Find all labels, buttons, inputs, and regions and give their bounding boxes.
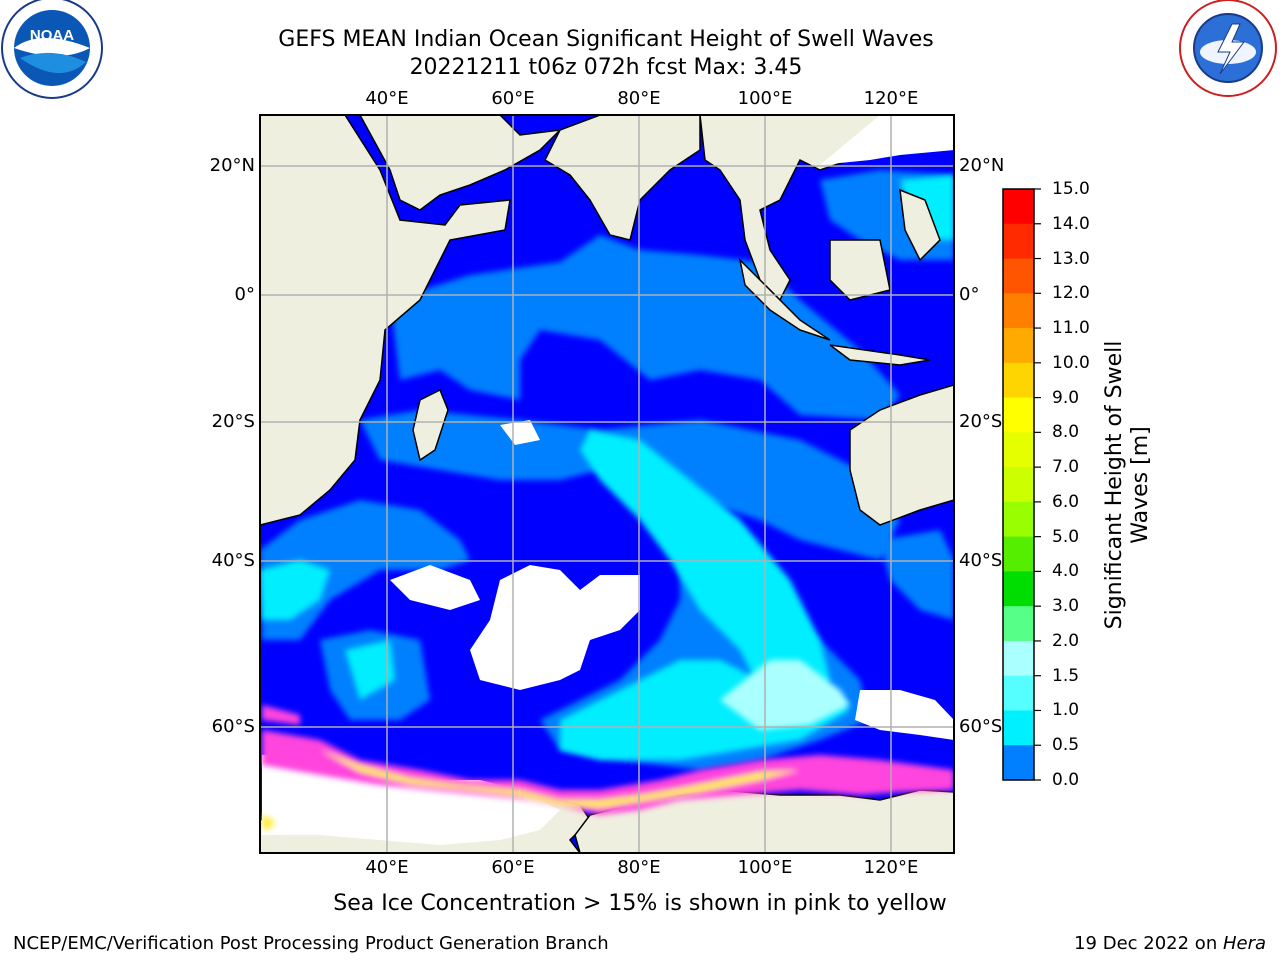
lon-label-bottom: 60°E <box>491 857 535 878</box>
lon-label-bottom: 40°E <box>365 857 409 878</box>
colorbar-swatch <box>1003 710 1034 746</box>
india-land <box>544 115 701 241</box>
colorbar-tick-label: 6.0 <box>1052 491 1080 512</box>
lat-label-right: 60°S <box>959 716 1003 737</box>
colorbar-tick-label: 1.5 <box>1052 665 1080 686</box>
lon-label-bottom: 80°E <box>617 857 661 878</box>
graticule <box>260 115 954 853</box>
lon-label-top: 120°E <box>863 88 919 109</box>
madagascar-land <box>412 388 449 462</box>
colorbar-tick-label: 12.0 <box>1052 283 1090 304</box>
lat-label-right: 20°S <box>959 411 1003 432</box>
swell-2p0-3p0-zone <box>720 660 850 730</box>
java-land <box>829 344 931 366</box>
colorbar-swatch <box>1003 640 1034 677</box>
sea-ice-caption: Sea Ice Concentration > 15% is shown in … <box>333 891 947 916</box>
map-frame <box>259 114 955 854</box>
colorbar-swatch <box>1003 606 1034 642</box>
colorbar-tick-label: 7.0 <box>1052 457 1080 478</box>
colorbar-swatch <box>1003 258 1034 294</box>
colorbar-swatch <box>1003 745 1034 781</box>
lon-label-bottom: 120°E <box>863 857 919 878</box>
colorbar-swatch <box>1003 362 1034 399</box>
colorbar-swatch <box>1003 675 1034 711</box>
colorbar-tick-label: 0.5 <box>1052 735 1080 756</box>
footer-date: 19 Dec 2022 on Hera <box>1074 933 1266 954</box>
philippines-land <box>899 188 941 262</box>
swell-1p0-2p0-zone <box>260 175 954 760</box>
colorbar <box>1003 188 1041 781</box>
lon-label-top: 40°E <box>365 88 409 109</box>
colorbar-swatch <box>1003 432 1034 468</box>
colorbar-title-line2: Waves [m] <box>1128 426 1153 544</box>
lon-label-top: 60°E <box>491 88 535 109</box>
map-subtitle: 20221211 t06z 072h fcst Max: 3.45 <box>409 55 803 80</box>
map-title: GEFS MEAN Indian Ocean Significant Heigh… <box>278 27 934 52</box>
nws-logo <box>1179 0 1277 97</box>
colorbar-tick-label: 5.0 <box>1052 526 1080 547</box>
lat-label-left: 40°S <box>211 550 255 571</box>
colorbar-tick-label: 11.0 <box>1052 318 1090 339</box>
colorbar-swatch <box>1003 397 1034 433</box>
footer-host: Hera <box>1222 933 1266 954</box>
colorbar-tick-label: 10.0 <box>1052 352 1090 373</box>
arabia-land <box>359 115 563 211</box>
colorbar-tick-label: 3.0 <box>1052 596 1080 617</box>
noaa-logo: NOAA <box>1 0 103 99</box>
colorbar-swatch <box>1003 189 1034 225</box>
colorbar-swatch <box>1003 536 1034 572</box>
colorbar-swatch <box>1003 571 1034 607</box>
colorbar-tick-label: 4.0 <box>1052 561 1080 582</box>
colorbar-tick-label: 2.0 <box>1052 630 1080 651</box>
colorbar-tick-label: 0.0 <box>1052 770 1080 790</box>
colorbar-swatch <box>1003 328 1034 364</box>
lat-label-left: 20°N <box>209 155 255 176</box>
map-area <box>260 115 954 853</box>
colorbar-tick-label: 8.0 <box>1052 422 1080 443</box>
colorbar-swatch <box>1003 467 1034 503</box>
colorbar-tick-label: 14.0 <box>1052 213 1090 234</box>
colorbar-title: Significant Height of Swell Waves [m] <box>1102 341 1154 630</box>
footer-credit: NCEP/EMC/Verification Post Processing Pr… <box>13 933 609 954</box>
colorbar-swatch <box>1003 293 1034 329</box>
colorbar-tick-label: 13.0 <box>1052 248 1090 269</box>
lon-label-top: 80°E <box>617 88 661 109</box>
noaa-logo-text: NOAA <box>30 27 74 44</box>
colorbar-tick-label: 15.0 <box>1052 179 1090 199</box>
colorbar-tick-label: 9.0 <box>1052 387 1080 408</box>
footer-date-text: 19 Dec 2022 on <box>1074 933 1223 954</box>
colorbar-swatch <box>1003 223 1034 260</box>
colorbar-tick-label: 1.0 <box>1052 700 1080 721</box>
lat-label-left: 0° <box>234 284 255 305</box>
lat-label-right: 0° <box>959 284 980 305</box>
lat-label-right: 40°S <box>959 550 1003 571</box>
lat-label-right: 20°N <box>959 155 1005 176</box>
lat-label-left: 60°S <box>211 716 255 737</box>
lon-label-top: 100°E <box>737 88 793 109</box>
lat-label-left: 20°S <box>211 411 255 432</box>
australia-land <box>849 384 954 526</box>
colorbar-title-line1: Significant Height of Swell <box>1102 340 1127 630</box>
colorbar-swatch <box>1003 501 1034 538</box>
lon-label-bottom: 100°E <box>737 857 793 878</box>
colorbar-frame <box>1002 188 1035 781</box>
sea-ice-band <box>262 705 954 830</box>
